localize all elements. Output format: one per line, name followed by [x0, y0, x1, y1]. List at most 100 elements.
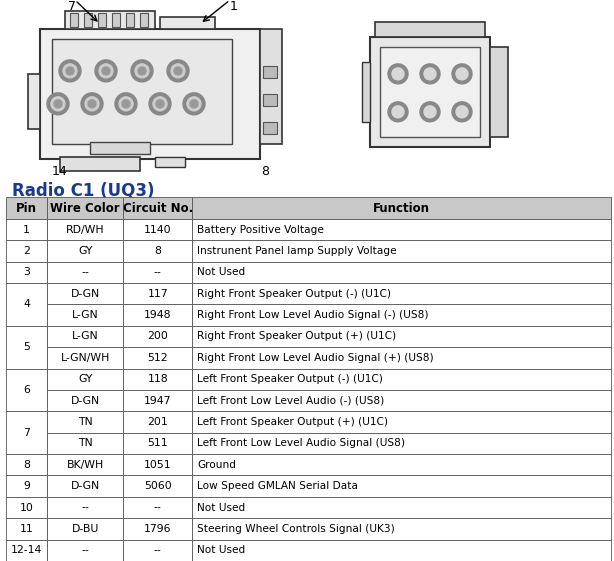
Circle shape	[81, 93, 103, 115]
Text: 3: 3	[23, 267, 30, 277]
Text: 1051: 1051	[144, 460, 171, 470]
Bar	[47, 219, 123, 240]
Text: 12-14: 12-14	[11, 545, 42, 555]
Text: --: --	[154, 545, 161, 555]
Text: Right Front Speaker Output (-) (U1C): Right Front Speaker Output (-) (U1C)	[197, 289, 391, 298]
Bar	[70, 13, 78, 27]
Bar	[123, 369, 192, 390]
Bar	[192, 518, 611, 540]
Bar	[192, 326, 611, 347]
Circle shape	[424, 106, 436, 118]
Circle shape	[85, 97, 99, 111]
Circle shape	[54, 100, 62, 108]
Circle shape	[190, 100, 198, 108]
Text: Ground: Ground	[197, 460, 236, 470]
Bar	[192, 240, 611, 261]
Bar	[123, 454, 192, 476]
Bar	[6, 497, 47, 518]
Bar	[47, 518, 123, 540]
Bar	[123, 219, 192, 240]
Circle shape	[88, 100, 96, 108]
Circle shape	[167, 60, 189, 82]
Text: Radio C1 (UQ3): Radio C1 (UQ3)	[12, 181, 155, 199]
Bar	[6, 369, 47, 411]
Bar	[47, 411, 123, 433]
Circle shape	[452, 102, 472, 122]
Bar	[192, 305, 611, 326]
Bar	[263, 122, 277, 134]
Bar	[6, 540, 47, 561]
Text: 8: 8	[154, 246, 161, 256]
Text: Instrunent Panel lamp Supply Voltage: Instrunent Panel lamp Supply Voltage	[197, 246, 397, 256]
Bar	[47, 476, 123, 497]
Bar	[52, 39, 232, 144]
Text: 8: 8	[23, 460, 30, 470]
Bar	[490, 47, 508, 137]
Text: 2: 2	[23, 246, 30, 256]
Bar	[192, 219, 611, 240]
Text: GY: GY	[78, 246, 92, 256]
Text: L-GN/WH: L-GN/WH	[60, 353, 110, 363]
Circle shape	[95, 60, 117, 82]
Text: 1: 1	[230, 0, 238, 13]
Bar	[123, 305, 192, 326]
Circle shape	[183, 93, 205, 115]
Text: Right Front Low Level Audio Signal (-) (US8): Right Front Low Level Audio Signal (-) (…	[197, 310, 429, 320]
Bar	[84, 13, 92, 27]
Text: Right Front Low Level Audio Signal (+) (US8): Right Front Low Level Audio Signal (+) (…	[197, 353, 434, 363]
Bar	[6, 326, 47, 369]
Bar	[47, 540, 123, 561]
Circle shape	[138, 67, 146, 75]
Text: Wire Color: Wire Color	[50, 201, 120, 215]
Text: --: --	[154, 503, 161, 513]
Bar	[6, 261, 47, 283]
Circle shape	[119, 97, 133, 111]
Text: 118: 118	[147, 374, 168, 384]
Bar	[192, 283, 611, 305]
Bar	[123, 476, 192, 497]
Text: TN: TN	[78, 417, 93, 427]
Text: 117: 117	[147, 289, 168, 298]
Text: Not Used: Not Used	[197, 503, 246, 513]
Bar	[47, 197, 123, 219]
Bar	[47, 347, 123, 369]
Bar	[90, 142, 150, 154]
Bar	[6, 197, 47, 219]
Bar	[192, 454, 611, 476]
Bar	[6, 240, 47, 261]
Bar	[123, 283, 192, 305]
Bar	[192, 347, 611, 369]
Circle shape	[420, 64, 440, 84]
Bar	[123, 518, 192, 540]
Circle shape	[66, 67, 74, 75]
Bar	[123, 390, 192, 411]
Bar	[47, 433, 123, 454]
Bar	[47, 283, 123, 305]
Bar	[263, 94, 277, 106]
Text: BK/WH: BK/WH	[66, 460, 104, 470]
Bar	[6, 518, 47, 540]
Bar	[6, 454, 47, 476]
Bar	[123, 197, 192, 219]
Text: Left Front Speaker Output (+) (U1C): Left Front Speaker Output (+) (U1C)	[197, 417, 388, 427]
Bar	[123, 240, 192, 261]
Text: 5060: 5060	[144, 481, 171, 491]
Text: D-BU: D-BU	[71, 524, 99, 534]
Text: Function: Function	[373, 201, 430, 215]
Circle shape	[47, 93, 69, 115]
Text: 511: 511	[147, 438, 168, 448]
Text: Not Used: Not Used	[197, 545, 246, 555]
Bar	[47, 261, 123, 283]
Bar	[126, 13, 134, 27]
Text: D-GN: D-GN	[71, 396, 99, 406]
Bar	[40, 29, 260, 159]
Bar	[192, 369, 611, 390]
Text: 11: 11	[20, 524, 34, 534]
Bar	[98, 13, 106, 27]
Circle shape	[99, 64, 113, 78]
Circle shape	[153, 97, 167, 111]
Text: 1796: 1796	[144, 524, 171, 534]
Bar	[192, 411, 611, 433]
Circle shape	[424, 68, 436, 80]
Bar	[6, 219, 47, 240]
